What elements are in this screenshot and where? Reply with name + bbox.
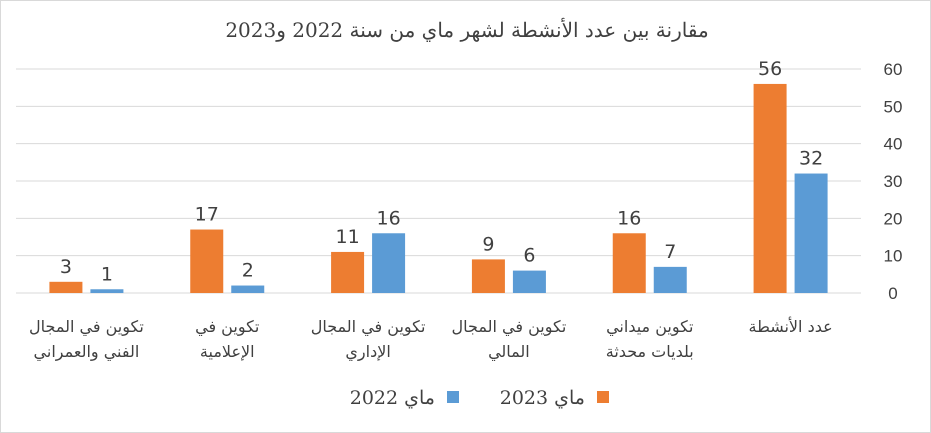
category-labels: عدد الأنشطة تكوين ميداني بلديات محدثة تكوين… <box>29 316 833 362</box>
bar <box>612 233 646 293</box>
category-label: الإعلامية <box>200 342 255 361</box>
y-axis-ticks: 0 10 20 30 40 50 60 <box>884 60 903 303</box>
data-label: 32 <box>799 148 823 170</box>
bar <box>90 289 124 293</box>
bar <box>372 233 406 293</box>
legend-swatch <box>597 391 609 403</box>
bar <box>231 285 265 293</box>
y-tick-label: 50 <box>884 97 903 116</box>
y-tick-label: 30 <box>884 172 903 191</box>
data-label: 11 <box>335 226 359 248</box>
data-label: 56 <box>758 58 782 80</box>
bar <box>471 259 505 293</box>
data-label: 17 <box>195 204 219 226</box>
data-label: 6 <box>523 245 535 267</box>
category-label: عدد الأنشطة <box>749 316 833 336</box>
data-labels: 56 32 16 7 9 6 11 16 17 2 3 1 <box>60 58 823 285</box>
legend: ماي 2023 ماي 2022 <box>350 387 609 409</box>
bars <box>49 83 828 293</box>
y-tick-label: 0 <box>888 284 897 303</box>
data-label: 16 <box>376 207 400 229</box>
data-label: 7 <box>664 241 676 263</box>
category-label: تكوين ميداني <box>606 317 693 337</box>
bar <box>49 281 83 293</box>
category-label: تكوين في <box>195 317 259 337</box>
category-label: تكوين في المجال <box>311 317 426 337</box>
bar <box>753 83 787 293</box>
data-label: 9 <box>482 233 494 255</box>
y-tick-label: 60 <box>884 60 903 79</box>
data-label: 16 <box>617 207 641 229</box>
category-label: الفني والعمراني <box>34 342 140 362</box>
bar <box>512 270 546 293</box>
chart-title: مقارنة بين عدد الأنشطة لشهر ماي من سنة 2… <box>225 17 708 42</box>
bar <box>653 266 687 293</box>
y-tick-label: 10 <box>884 247 903 266</box>
y-tick-label: 20 <box>884 209 903 228</box>
category-label: بلديات محدثة <box>606 342 694 361</box>
legend-label: ماي 2023 <box>500 387 585 409</box>
bar <box>794 173 828 293</box>
category-label: تكوين في المجال <box>452 317 567 337</box>
category-label: الإداري <box>345 342 390 362</box>
gridlines <box>16 68 861 294</box>
bar <box>190 229 224 293</box>
category-label: تكوين في المجال <box>29 317 144 337</box>
category-label: المالي <box>488 342 530 362</box>
legend-swatch <box>447 391 459 403</box>
bar <box>331 251 365 293</box>
data-label: 1 <box>101 263 113 285</box>
y-tick-label: 40 <box>884 135 903 154</box>
legend-label: ماي 2022 <box>350 387 435 409</box>
data-label: 2 <box>242 260 254 282</box>
data-label: 3 <box>60 256 72 278</box>
